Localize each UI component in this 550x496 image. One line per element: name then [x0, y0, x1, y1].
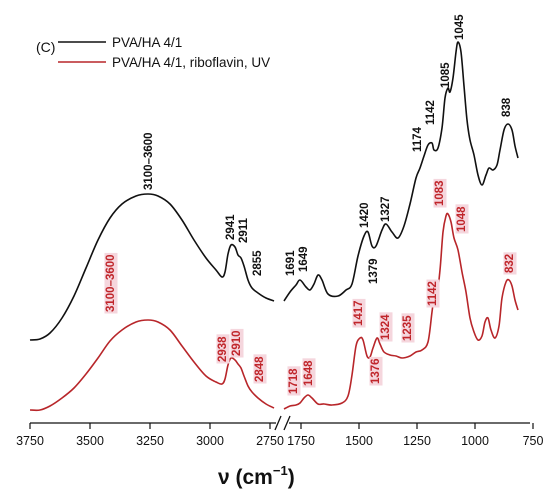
peak-label-s1-4: 1691	[285, 250, 297, 276]
peak-label-highlight	[302, 358, 316, 388]
peak-label-s1-11: 1085	[440, 62, 452, 88]
x-tick-label: 2750	[256, 434, 284, 448]
peak-label-s1-2: 2911	[238, 217, 250, 243]
peak-label-s1-7: 1379	[368, 258, 380, 284]
peak-label-highlight	[401, 313, 415, 343]
x-tick-label: 750	[523, 434, 544, 448]
peak-label-text: 1691	[285, 250, 297, 276]
peak-label-text: 2910	[231, 330, 243, 356]
peak-label-highlight	[455, 204, 469, 234]
peak-label-text: 2938	[217, 336, 229, 362]
peak-label-text: 1649	[298, 246, 310, 272]
peak-label-text: 1379	[368, 258, 380, 284]
peak-label-s1-6: 1420	[359, 202, 371, 228]
peak-label-s1-0: 3100–3600	[143, 132, 155, 190]
peak-label-s2-13: 832	[503, 252, 517, 275]
legend-label-series-1: PVA/HA 4/1	[112, 35, 182, 50]
peak-label-s2-10: 1142	[426, 279, 440, 308]
peak-label-highlight	[352, 298, 366, 328]
x-tick-label: 1750	[287, 434, 315, 448]
peak-label-highlight	[369, 356, 383, 386]
peak-label-highlight	[287, 366, 301, 396]
series-2-line-left	[29, 319, 275, 412]
peak-label-s2-6: 1417	[352, 298, 366, 328]
peak-label-s1-1: 2941	[225, 214, 237, 240]
x-tick-label: 3000	[196, 434, 224, 448]
peak-label-text: 1327	[380, 196, 392, 222]
peak-label-s2-0: 3100–3600	[104, 252, 118, 314]
peak-label-highlight	[230, 328, 244, 358]
x-axis: 3750 3500 3250 3000 2750 1750 1500 1250 1000 750	[16, 415, 543, 448]
x-tick-label: 1250	[403, 434, 431, 448]
peak-label-highlight	[104, 252, 118, 314]
peak-label-s2-7: 1376	[369, 356, 383, 386]
peak-label-highlight	[433, 178, 447, 208]
series-1-line-right	[283, 41, 519, 302]
peak-label-text: 1174	[412, 126, 424, 152]
peak-label-s1-9: 1174	[412, 126, 424, 152]
peak-label-text: 1376	[370, 358, 382, 384]
legend: PVA/HA 4/1 PVA/HA 4/1, riboflavin, UV	[58, 35, 270, 70]
peak-label-s1-3: 2855	[252, 250, 264, 276]
axis-break-marks	[274, 415, 291, 431]
peak-label-s1-5: 1649	[298, 246, 310, 272]
peak-label-s2-12: 1048	[455, 204, 469, 234]
x-ticks: 3750 3500 3250 3000 2750 1750 1500 1250 1000 750	[16, 423, 543, 448]
legend-label-series-2: PVA/HA 4/1, riboflavin, UV	[112, 55, 270, 70]
peak-label-s1-13: 838	[501, 97, 513, 117]
peak-label-s2-1: 2938	[216, 334, 230, 364]
peak-label-text: 2911	[238, 217, 250, 243]
peak-label-text: 3100–3600	[105, 254, 117, 312]
peak-label-s1-8: 1327	[380, 196, 392, 222]
peak-label-highlight	[379, 312, 393, 342]
peak-label-text: 1324	[380, 314, 392, 340]
peak-label-text: 1085	[440, 62, 452, 88]
peak-label-highlight	[426, 279, 440, 308]
peak-label-text: 1142	[425, 100, 437, 125]
x-axis-title: ν (cm−1)	[218, 463, 295, 489]
x-tick-label: 1500	[345, 434, 373, 448]
peak-label-highlight	[503, 252, 517, 275]
peak-label-s2-3: 2848	[253, 354, 267, 384]
peak-label-text: 1718	[288, 368, 300, 394]
peak-label-text: 2941	[225, 214, 237, 240]
peak-label-text: 1083	[434, 180, 446, 206]
peak-label-highlight	[216, 334, 230, 364]
peak-label-text: 832	[504, 254, 516, 273]
curves-layer	[29, 41, 519, 412]
peak-label-text: 1420	[359, 202, 371, 228]
peak-label-text: 838	[501, 97, 513, 117]
panel-label: (C)	[36, 39, 55, 55]
peak-label-s2-4: 1718	[287, 366, 301, 396]
peak-label-s2-8: 1324	[379, 312, 393, 342]
x-tick-label: 3750	[16, 434, 44, 448]
peak-label-text: 2848	[254, 356, 266, 382]
peak-label-text: 1045	[454, 14, 466, 40]
peak-label-s1-10: 1142	[425, 100, 437, 125]
peak-label-s2-11: 1083	[433, 178, 447, 208]
peak-label-text: 2855	[252, 250, 264, 276]
peak-label-s2-2: 2910	[230, 328, 244, 358]
peak-label-text: 1048	[456, 206, 468, 232]
x-tick-label: 3250	[136, 434, 164, 448]
series-2-line-right	[283, 212, 519, 410]
x-tick-label: 3500	[76, 434, 104, 448]
peak-label-text: 1648	[303, 360, 315, 386]
series-1-line-left	[29, 193, 275, 341]
peak-label-s1-12: 1045	[454, 14, 466, 40]
peak-label-s2-9: 1235	[401, 313, 415, 343]
x-tick-label: 1000	[461, 434, 489, 448]
peak-label-s2-5: 1648	[302, 358, 316, 388]
peak-label-text: 1142	[427, 281, 439, 306]
peak-label-text: 1417	[353, 300, 365, 326]
peak-label-text: 1235	[402, 315, 414, 341]
peak-label-highlight	[253, 354, 267, 384]
peak-label-text: 3100–3600	[143, 132, 155, 190]
